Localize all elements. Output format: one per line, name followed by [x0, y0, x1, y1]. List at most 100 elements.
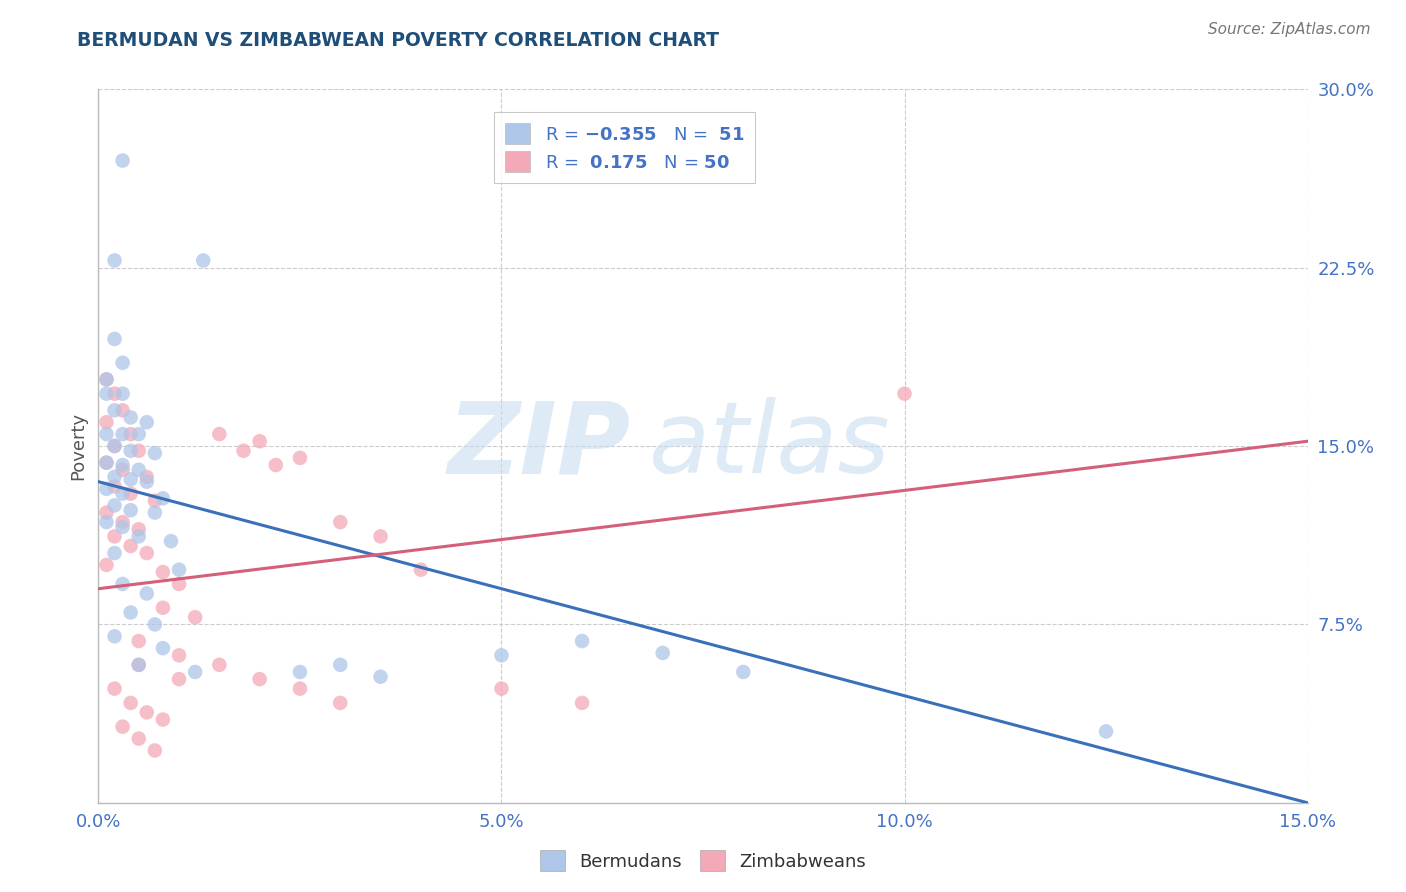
Y-axis label: Poverty: Poverty: [69, 412, 87, 480]
Point: [120, 472, 142, 486]
Point: [135, 546, 157, 560]
Point: [120, 539, 142, 553]
Point: [167, 672, 190, 686]
Point: [103, 629, 125, 643]
Text: ZIP: ZIP: [447, 398, 630, 494]
Point: [96, 372, 118, 386]
Point: [491, 681, 513, 696]
Point: [96, 558, 118, 572]
Point: [409, 563, 432, 577]
Point: [96, 482, 118, 496]
Point: [491, 648, 513, 663]
Point: [1095, 724, 1118, 739]
Point: [264, 458, 287, 472]
Point: [96, 386, 118, 401]
Point: [128, 427, 150, 442]
Point: [128, 522, 150, 536]
Point: [111, 486, 134, 500]
Point: [143, 617, 166, 632]
Point: [128, 731, 150, 746]
Text: atlas: atlas: [648, 398, 890, 494]
Point: [152, 565, 174, 579]
Point: [135, 586, 157, 600]
Point: [184, 665, 207, 679]
Point: [370, 529, 392, 543]
Point: [208, 427, 231, 442]
Point: [111, 515, 134, 529]
Point: [111, 458, 134, 472]
Point: [103, 546, 125, 560]
Point: [232, 443, 254, 458]
Point: [103, 681, 125, 696]
Point: [120, 503, 142, 517]
Point: [329, 657, 352, 672]
Point: [571, 634, 593, 648]
Point: [143, 506, 166, 520]
Point: [103, 529, 125, 543]
Point: [135, 706, 157, 720]
Point: [193, 253, 215, 268]
Point: [111, 356, 134, 370]
Point: [111, 427, 134, 442]
Point: [120, 410, 142, 425]
Point: [120, 486, 142, 500]
Point: [96, 456, 118, 470]
Point: [128, 443, 150, 458]
Point: [111, 403, 134, 417]
Point: [103, 499, 125, 513]
Point: [288, 681, 311, 696]
Point: [143, 446, 166, 460]
Point: [128, 463, 150, 477]
Point: [152, 491, 174, 506]
Point: [96, 415, 118, 429]
Point: [111, 577, 134, 591]
Point: [103, 253, 125, 268]
Point: [208, 657, 231, 672]
Point: [288, 665, 311, 679]
Text: BERMUDAN VS ZIMBABWEAN POVERTY CORRELATION CHART: BERMUDAN VS ZIMBABWEAN POVERTY CORRELATI…: [77, 31, 720, 50]
Point: [96, 506, 118, 520]
Point: [167, 648, 190, 663]
Point: [96, 456, 118, 470]
Point: [152, 713, 174, 727]
Point: [167, 577, 190, 591]
Point: [249, 434, 271, 449]
Point: [111, 386, 134, 401]
Point: [135, 415, 157, 429]
Point: [329, 696, 352, 710]
Point: [152, 600, 174, 615]
Point: [120, 606, 142, 620]
Point: [103, 386, 125, 401]
Point: [120, 696, 142, 710]
Point: [111, 720, 134, 734]
Point: [135, 470, 157, 484]
Point: [120, 427, 142, 442]
Legend: Bermudans, Zimbabweans: Bermudans, Zimbabweans: [533, 843, 873, 879]
Point: [893, 386, 915, 401]
Point: [103, 470, 125, 484]
Point: [120, 443, 142, 458]
Point: [143, 493, 166, 508]
Point: [733, 665, 755, 679]
Point: [249, 672, 271, 686]
Point: [103, 479, 125, 493]
Point: [128, 657, 150, 672]
Point: [103, 439, 125, 453]
Point: [96, 515, 118, 529]
Point: [167, 563, 190, 577]
Point: [651, 646, 673, 660]
Point: [160, 534, 183, 549]
Point: [128, 529, 150, 543]
Point: [184, 610, 207, 624]
Point: [329, 515, 352, 529]
Point: [111, 463, 134, 477]
Point: [370, 670, 392, 684]
Point: [135, 475, 157, 489]
Point: [111, 153, 134, 168]
Point: [103, 403, 125, 417]
Point: [103, 439, 125, 453]
Point: [128, 657, 150, 672]
Point: [96, 372, 118, 386]
Point: [111, 520, 134, 534]
Point: [96, 427, 118, 442]
